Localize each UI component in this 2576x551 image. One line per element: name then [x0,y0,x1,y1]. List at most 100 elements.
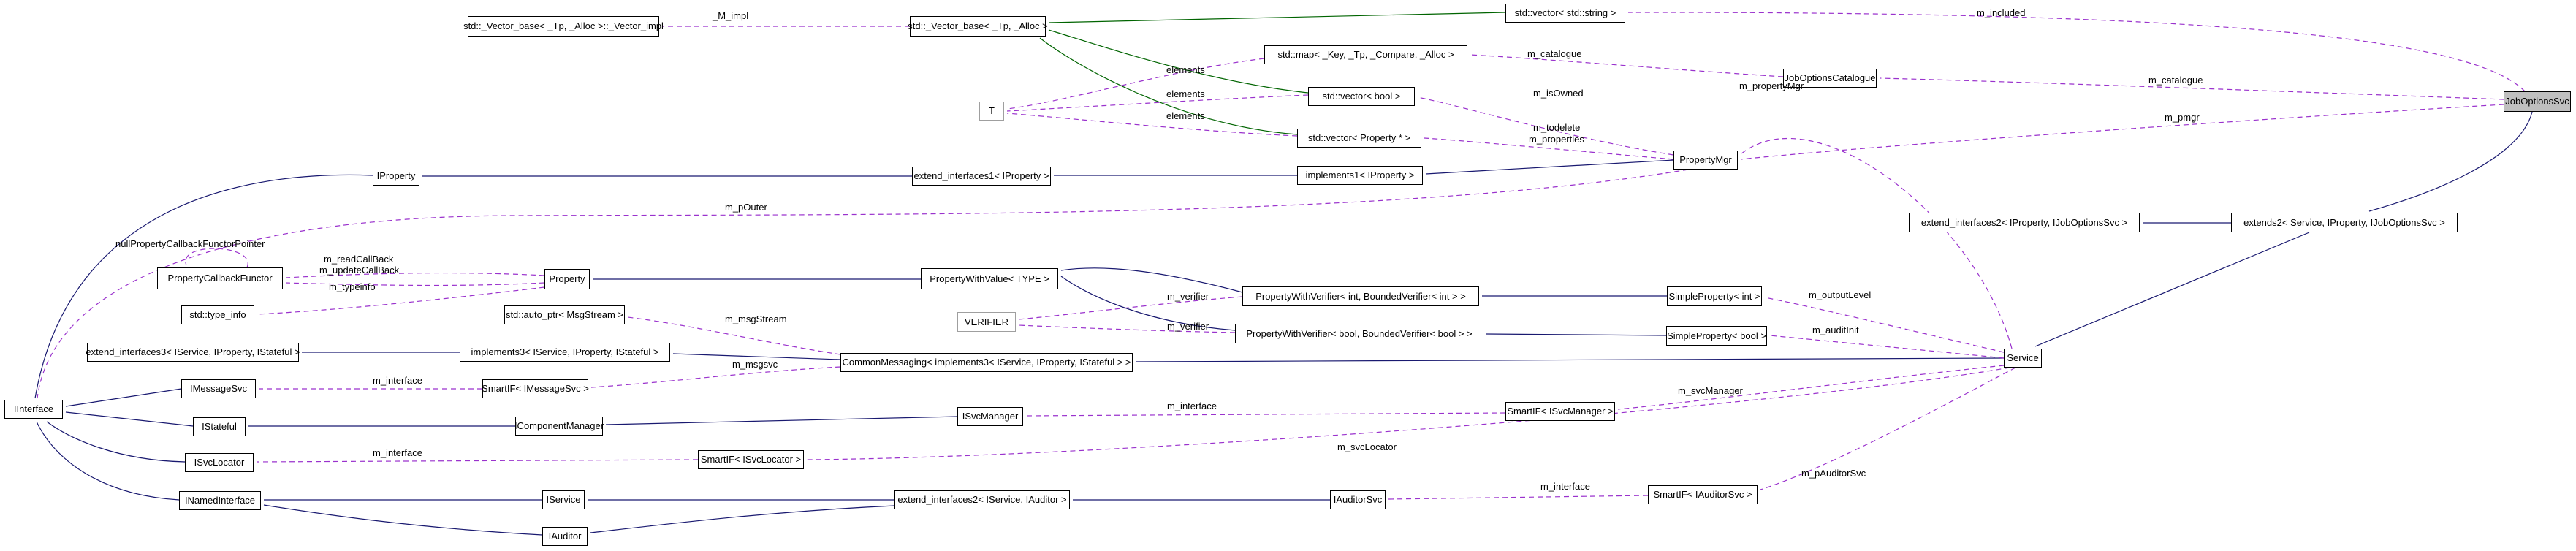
edge-use-joboptionssvc-catalogue [1879,77,2504,100]
edge-label-m-included: m_included [1977,7,2026,18]
node-propertymgr[interactable]: PropertyMgr [1673,151,1738,170]
edge-inherit-iauditor-inamedinterface [263,504,543,536]
edge-label-m-typeinfo: m_typeinfo [329,281,376,292]
edge-inherit-joboptionssvc-extends2 [2368,111,2533,212]
node-auto-ptr-msgstream[interactable]: std::auto_ptr< MsgStream > [504,305,625,324]
node-extend-interfaces2-joboptions[interactable]: extend_interfaces2< IProperty, IJobOptio… [1909,213,2140,232]
node-joboptionssvc[interactable]: JobOptionsSvc [2504,91,2571,112]
edge-label-nullpropertycallbackfunctorpointer: nullPropertyCallbackFunctorPointer [115,238,265,249]
edge-use-service-outputlevel [1764,297,2005,353]
node-imessagesvc[interactable]: IMessageSvc [181,379,256,398]
edge-label-m-interface-iauditorsvc: m_interface [1540,481,1590,492]
edge-use-pcf-selfloop [185,248,248,268]
node-template-param-verifier: VERIFIER [957,312,1016,332]
edge-use-smartifisvcmgr-isvcmanager [1025,412,1506,417]
node-inamedinterface[interactable]: INamedInterface [179,491,261,510]
node-smartif-iauditorsvc[interactable]: SmartIF< IAuditorSvc > [1648,485,1758,504]
node-iauditorsvc[interactable]: IAuditorSvc [1330,490,1386,509]
edge-inherit-iproperty-iinterface [34,174,373,399]
node-vector-string[interactable]: std::vector< std::string > [1505,4,1625,23]
node-iinterface[interactable]: IInterface [4,400,63,419]
edge-label-m-interface-imessagesvc: m_interface [373,375,422,386]
node-propertywithverifier-int[interactable]: PropertyWithVerifier< int, BoundedVerifi… [1242,286,1479,306]
node-vector-bool[interactable]: std::vector< bool > [1308,87,1415,106]
edge-label-m-interface-isvcmanager: m_interface [1167,400,1217,411]
node-smartif-imessagesvc[interactable]: SmartIF< IMessageSvc > [482,379,589,398]
edge-label-m-outputlevel: m_outputLevel [1809,289,1872,300]
edge-inherit-istateful-iinterface [65,411,194,427]
edge-use-map-elements [1006,58,1265,110]
node-common-messaging[interactable]: CommonMessaging< implements3< IService, … [840,353,1133,372]
node-extend-interfaces3[interactable]: extend_interfaces3< IService, IProperty,… [86,343,300,362]
edge-label-elements-map: elements [1166,64,1205,75]
node-smartif-isvcmanager[interactable]: SmartIF< ISvcManager > [1505,402,1615,421]
node-vector-base[interactable]: std::_Vector_base< _Tp, _Alloc > [908,16,1048,37]
node-iauditor[interactable]: IAuditor [542,527,588,546]
edge-label-m-propertymgr: m_propertyMgr [1739,80,1804,91]
edge-stl-vectorstring-vectorbase [1048,12,1506,23]
edge-use-property-readcallback [285,272,545,278]
edge-inherit-imessagesvc-iinterface [65,388,182,407]
edge-use-propertymgr-pouter [37,169,1689,399]
edge-label-m-svcmanager: m_svcManager [1678,385,1743,396]
edge-use-propertymgr-vectorbool [1417,96,1674,156]
node-vector-property[interactable]: std::vector< Property * > [1297,129,1421,148]
edge-use-property-typeinfo [257,286,545,315]
edge-label-m-verifier-int: m_verifier [1167,291,1209,302]
node-simpleproperty-int[interactable]: SimpleProperty< int > [1667,286,1762,306]
node-extend-interfaces1[interactable]: extend_interfaces1< IProperty > [912,167,1051,186]
node-implements3[interactable]: implements3< IService, IProperty, IState… [460,343,670,362]
node-extend-interfaces2-iauditor[interactable]: extend_interfaces2< IService, IAuditor > [894,490,1070,509]
node-implements1[interactable]: implements1< IProperty > [1297,166,1423,185]
node-service[interactable]: Service [2004,349,2042,368]
node-simpleproperty-bool[interactable]: SimpleProperty< bool > [1666,326,1767,346]
node-isvclocator[interactable]: ISvcLocator [185,453,254,472]
edge-label-m-msgsvc: m_msgsvc [732,359,778,370]
edge-inherit-commonmessaging-implements3 [672,353,841,360]
node-icomponentmanager[interactable]: IComponentManager [514,417,604,436]
node-iproperty[interactable]: IProperty [373,167,419,186]
edge-use-joboptionssvc-pmgr [1740,104,2504,160]
edge-use-commonmessaging-msgstream [627,316,841,355]
edge-label-m-readcallback: m_readCallBack [324,254,394,265]
node-type-info[interactable]: std::type_info [181,305,254,324]
node-property[interactable]: Property [544,269,590,289]
node-istateful[interactable]: IStateful [193,417,246,436]
node-property-callback-functor[interactable]: PropertyCallbackFunctor [157,267,283,289]
node-map[interactable]: std::map< _Key, _Tp, _Compare, _Alloc > [1264,45,1467,64]
node-template-param-t: T [979,102,1004,121]
node-iservice[interactable]: IService [542,490,585,509]
edge-inherit-inamedinterface-iinterface [36,421,180,501]
edge-use-vectorbool-elements [1006,94,1309,112]
edge-use-smartifiaudsvc-iauditorsvc [1388,495,1649,500]
edge-label-elements-vectorproperty: elements [1166,110,1205,121]
edge-label-m-impl: _M_impl [713,10,749,21]
node-property-with-value[interactable]: PropertyWithValue< TYPE > [921,268,1058,289]
edge-inherit-service-commonmessaging [1135,357,2005,362]
edge-use-service-pauditorsvc [1760,367,2016,490]
node-vector-impl[interactable]: std::_Vector_base< _Tp, _Alloc >::_Vecto… [463,16,664,37]
edge-use-vectorproperty-elements [1006,113,1298,137]
edge-use-service-auditinit [1769,335,2005,359]
edge-inherit-pwvbool-propertywithvalue [1060,276,1236,331]
edge-use-service-svcmanager [1617,365,2005,410]
edge-inherit-isvcmanager-icomponentmanager [605,416,958,425]
edge-inherit-extend-interfaces2ia-iauditor [590,505,895,533]
edge-use-joboptionssvc-included [1627,12,2526,92]
edge-use-commonmessaging-msgsvc [590,366,841,388]
node-joboptionscatalogue[interactable]: JobOptionsCatalogue [1783,69,1877,88]
edge-label-m-pauditorsvc: m_pAuditorSvc [1801,468,1866,479]
node-extends2[interactable]: extends2< Service, IProperty, IJobOption… [2231,213,2458,232]
node-isvcmanager[interactable]: ISvcManager [957,407,1023,426]
edge-inherit-pwvint-propertywithvalue [1060,267,1243,293]
edge-label-m-isowned: m_isOwned [1533,88,1584,99]
edge-use-property-updatecallback [285,282,545,286]
node-smartif-isvclocator[interactable]: SmartIF< ISvcLocator > [698,450,804,469]
edge-label-m-msgstream: m_msgStream [725,314,787,324]
node-propertywithverifier-bool[interactable]: PropertyWithVerifier< bool, BoundedVerif… [1235,324,1483,343]
edge-use-pwvint-verifier [1018,296,1243,320]
edge-use-propertymgr-vectorproperty [1424,137,1674,160]
edge-use-smartifisvcloc-isvclocator [256,459,699,463]
edge-use-jocatalogue-map [1470,54,1784,77]
